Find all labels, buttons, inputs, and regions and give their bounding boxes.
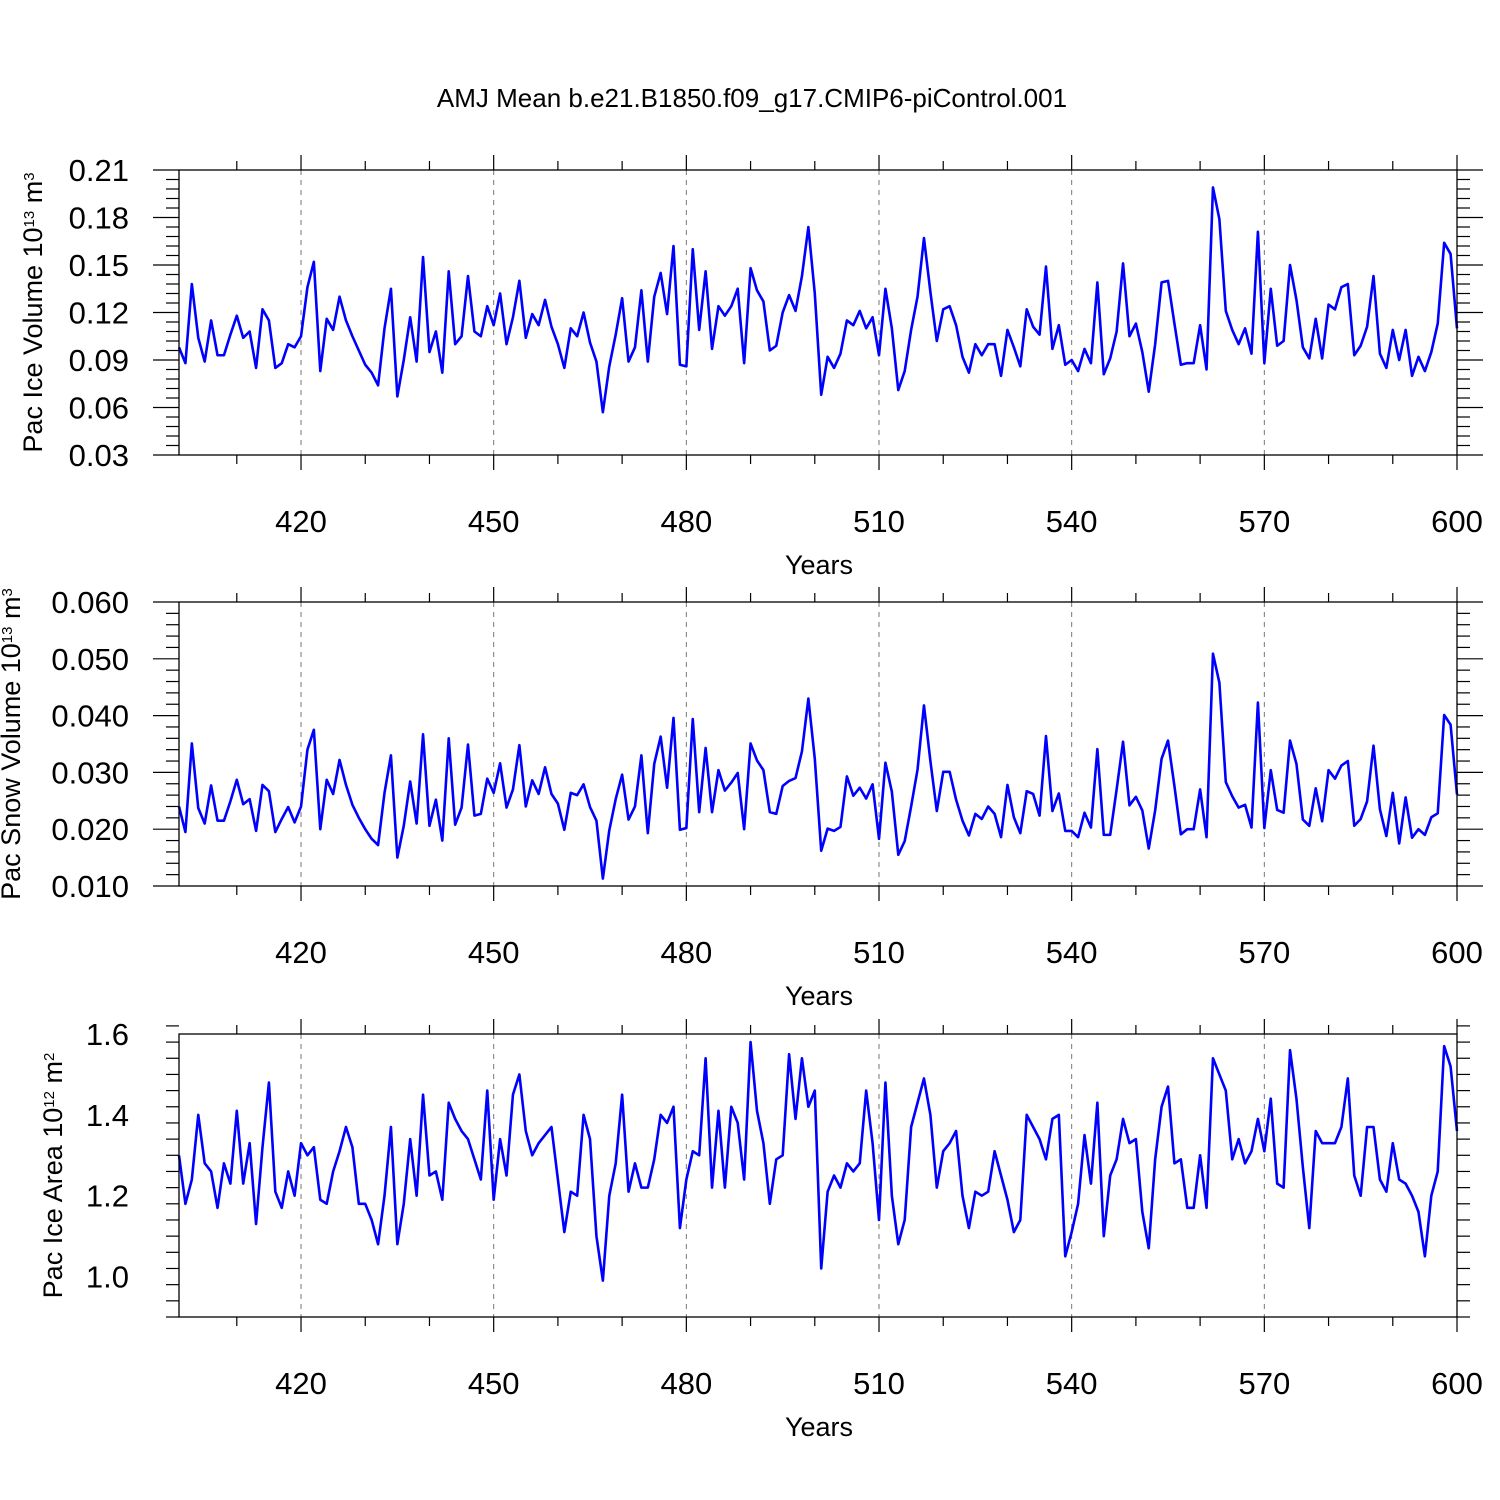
panel2-xtick-label-600: 600 — [1431, 935, 1483, 970]
panel2-y-axis-label: Pac Snow Volume 1013 m3 — [0, 588, 26, 900]
panel3-xtick-label-510: 510 — [853, 1366, 905, 1401]
panel3-xtick-label-540: 540 — [1046, 1366, 1098, 1401]
panel3-y-axis-label-main: Pac Ice Area 10 — [38, 1108, 68, 1299]
panel1-xtick-label-480: 480 — [660, 504, 712, 539]
panel3-xtick-label-570: 570 — [1238, 1366, 1290, 1401]
panel2-y-axis-label-main: Pac Snow Volume 10 — [0, 643, 26, 900]
panel2-ytick-label-0.010: 0.010 — [51, 869, 129, 904]
panel-3: 420 450 480 510 540 570 600 1.0 1.2 1.4 1.6 Years Pa… — [38, 1017, 1483, 1442]
panel1-series-line — [177, 186, 1459, 414]
panel2-xtick-label-420: 420 — [275, 935, 327, 970]
panel3-ytick-label-1.0: 1.0 — [86, 1260, 129, 1295]
panel3-xtick-label-480: 480 — [660, 1366, 712, 1401]
panel3-y-axis-label-unit-exp: 2 — [41, 1053, 58, 1061]
panel-1: 420 450 480 510 540 570 600 0.03 0.06 0.09 0.12 0.1… — [18, 153, 1483, 580]
panel3-xtick-label-600: 600 — [1431, 1366, 1483, 1401]
panel2-ytick-label-0.020: 0.020 — [51, 812, 129, 847]
panel3-xtick-label-450: 450 — [468, 1366, 520, 1401]
panel3-ytick-label-1.2: 1.2 — [86, 1179, 129, 1214]
panel3-series-line — [177, 1040, 1459, 1282]
panel2-ytick-label-0.040: 0.040 — [51, 699, 129, 734]
panel3-x-axis-label: Years — [785, 1412, 853, 1442]
panel3-ytick-label-1.6: 1.6 — [86, 1017, 129, 1052]
panel2-y-axis-label-exp: 13 — [0, 626, 16, 643]
panel2-series-line — [177, 652, 1459, 880]
panel3-y-axis-label-exp: 12 — [41, 1091, 58, 1108]
panel3-y-axis-label: Pac Ice Area 1012 m2 — [38, 1053, 68, 1299]
panel1-ytick-label-0.03: 0.03 — [69, 438, 129, 473]
panel1-ytick-label-0.21: 0.21 — [69, 153, 129, 188]
panel2-y-axis-label-unit-exp: 3 — [0, 588, 16, 596]
panel1-xtick-label-540: 540 — [1046, 504, 1098, 539]
panel1-ytick-label-0.06: 0.06 — [69, 391, 129, 426]
panel1-y-axis-label-main: Pac Ice Volume 10 — [18, 227, 48, 452]
panel1-ytick-label-0.18: 0.18 — [69, 201, 129, 236]
panel1-xtick-label-570: 570 — [1238, 504, 1290, 539]
panel2-xtick-label-450: 450 — [468, 935, 520, 970]
panel3-plot-frame — [178, 1033, 1458, 1318]
panel2-x-axis-label: Years — [785, 981, 853, 1011]
panel1-y-axis-label-unit-exp: 3 — [21, 172, 38, 180]
panel2-ytick-label-0.060: 0.060 — [51, 585, 129, 620]
panel2-plot-frame — [178, 601, 1458, 887]
panel1-ytick-label-0.12: 0.12 — [69, 296, 129, 331]
panel2-xtick-label-540: 540 — [1046, 935, 1098, 970]
panel1-x-axis-label: Years — [785, 550, 853, 580]
chart-title: AMJ Mean b.e21.B1850.f09_g17.CMIP6-piCon… — [437, 83, 1067, 113]
panel1-y-axis-label: Pac Ice Volume 1013 m3 — [18, 172, 48, 452]
panel3-xtick-label-420: 420 — [275, 1366, 327, 1401]
panel2-ytick-label-0.050: 0.050 — [51, 642, 129, 677]
panel2-xtick-label-480: 480 — [660, 935, 712, 970]
panel2-xtick-label-570: 570 — [1238, 935, 1290, 970]
panel-2: 420 450 480 510 540 570 600 0.010 0.020 0.030 0.04… — [0, 585, 1483, 1011]
panel1-ytick-label-0.09: 0.09 — [69, 343, 129, 378]
panel1-xtick-label-450: 450 — [468, 504, 520, 539]
panels: 420 450 480 510 540 570 600 0.03 0.06 0.09 0.12 0.1… — [0, 153, 1483, 1442]
panel2-xtick-label-510: 510 — [853, 935, 905, 970]
panel1-xtick-label-420: 420 — [275, 504, 327, 539]
panel1-xtick-label-510: 510 — [853, 504, 905, 539]
panel2-y-axis-label-unit: m — [0, 596, 26, 626]
panel1-plot-frame — [178, 169, 1458, 456]
panel3-y-axis-label-unit: m — [38, 1061, 68, 1091]
panel1-y-axis-label-unit: m — [18, 181, 48, 211]
panel1-y-axis-label-exp: 13 — [21, 211, 38, 228]
panel3-ytick-label-1.4: 1.4 — [86, 1098, 129, 1133]
panel2-ytick-label-0.030: 0.030 — [51, 755, 129, 790]
panel1-xtick-label-600: 600 — [1431, 504, 1483, 539]
panel1-ytick-label-0.15: 0.15 — [69, 248, 129, 283]
